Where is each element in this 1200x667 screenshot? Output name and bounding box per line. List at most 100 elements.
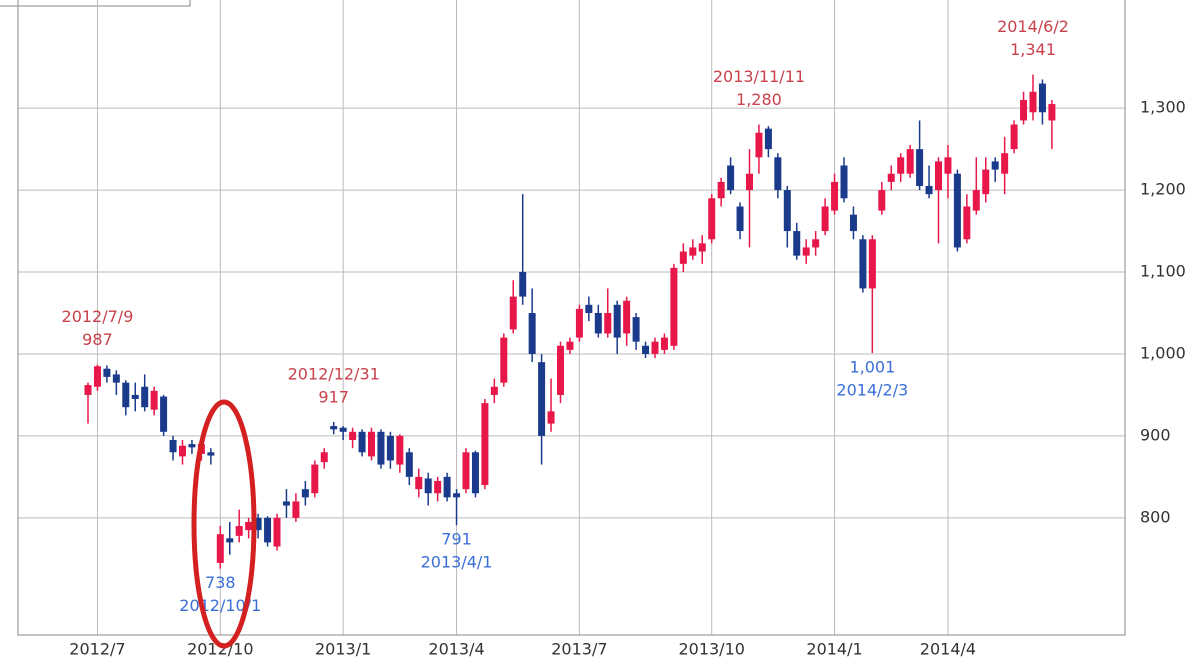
candle-body xyxy=(150,390,158,410)
candle-body xyxy=(453,493,461,498)
candle-body xyxy=(991,161,999,170)
x-tick-label: 2013/4 xyxy=(428,640,484,659)
candle-body xyxy=(906,149,914,174)
candle-body xyxy=(377,431,385,465)
candle-body xyxy=(698,243,706,252)
corner-box xyxy=(0,0,191,7)
annotation-value: 987 xyxy=(82,330,113,349)
candle-body xyxy=(538,362,546,436)
candles xyxy=(84,74,1056,569)
candle-body xyxy=(462,452,470,490)
annotation-date: 2012/12/31 xyxy=(288,364,380,383)
candle-body xyxy=(736,206,744,232)
candle-body xyxy=(793,231,801,256)
candle-body xyxy=(727,165,735,191)
candle-body xyxy=(103,368,111,377)
candle-body xyxy=(632,317,640,342)
candle-body xyxy=(349,431,357,440)
highlight-ellipse xyxy=(191,399,257,649)
x-tick-label: 2013/10 xyxy=(678,640,744,659)
candle-body xyxy=(1020,99,1028,121)
annotation-date: 2013/4/1 xyxy=(421,553,493,572)
candle-body xyxy=(679,251,687,264)
candle-body xyxy=(188,444,196,448)
candle-body xyxy=(651,341,659,354)
candle-body xyxy=(169,439,177,453)
candle-body xyxy=(897,157,905,174)
candle-body xyxy=(887,173,895,182)
candle-body xyxy=(1048,104,1056,121)
candle-body xyxy=(944,157,952,174)
candle-body xyxy=(471,452,479,494)
annotation-date: 2012/7/9 xyxy=(62,307,134,326)
candle-body xyxy=(575,308,583,338)
candle-body xyxy=(963,206,971,240)
y-tick-label: 800 xyxy=(1140,507,1171,526)
candle-body xyxy=(708,198,716,240)
candle-body xyxy=(131,394,139,400)
grid xyxy=(18,0,1125,635)
y-tick-label: 1,200 xyxy=(1140,180,1186,199)
candle-body xyxy=(972,190,980,211)
candle-body xyxy=(112,374,120,383)
y-tick-label: 1,300 xyxy=(1140,98,1186,117)
x-tick-label: 2014/1 xyxy=(806,640,862,659)
candle-body xyxy=(179,445,186,457)
candle-body xyxy=(670,267,678,346)
candle-body xyxy=(868,239,876,289)
candle-body xyxy=(509,296,517,330)
candle-body xyxy=(1010,124,1018,150)
candle-body xyxy=(746,173,753,191)
candle-body xyxy=(623,300,631,334)
candle-body xyxy=(264,517,272,543)
labels: 800 900 1,000 1,100 1,200 1,300 2012/7 2012/10 2… xyxy=(62,17,1186,658)
annotation-value: 1,280 xyxy=(736,90,782,109)
candle-body xyxy=(859,239,867,289)
candle-body xyxy=(1001,153,1009,174)
candle-body xyxy=(717,181,725,199)
candle-body xyxy=(415,476,423,490)
candle-body xyxy=(226,538,234,543)
annotation-date: 2014/2/3 xyxy=(836,381,908,400)
annotation-value: 738 xyxy=(205,573,236,592)
candle-body xyxy=(358,431,366,453)
annotation-value: 1,341 xyxy=(1010,40,1056,59)
candle-body xyxy=(396,435,404,465)
candle-body xyxy=(160,396,168,432)
candle-body xyxy=(613,304,621,338)
annotation-value: 1,001 xyxy=(849,358,895,377)
candle-body xyxy=(528,312,536,354)
candle-body xyxy=(311,464,319,494)
annotation-date: 2014/6/2 xyxy=(997,17,1069,36)
candle-body xyxy=(783,190,791,232)
candle-body xyxy=(604,312,612,334)
annotation-value: 917 xyxy=(318,387,349,406)
annotation-value: 791 xyxy=(441,530,472,549)
candle-body xyxy=(434,480,442,494)
candle-body xyxy=(774,157,782,191)
candle-body xyxy=(339,427,347,432)
candle-body xyxy=(481,403,489,486)
candle-body xyxy=(831,181,839,211)
candle-body xyxy=(982,169,990,195)
x-tick-label: 2012/10 xyxy=(187,640,253,659)
candle-body xyxy=(141,386,149,408)
candle-body xyxy=(812,239,820,248)
candle-body xyxy=(320,452,328,463)
candle-body xyxy=(84,385,92,395)
candle-body xyxy=(566,341,574,350)
candle-body xyxy=(916,149,924,186)
y-tick-label: 900 xyxy=(1140,425,1171,444)
candle-body xyxy=(585,304,593,313)
candle-body xyxy=(1038,83,1046,113)
candle-body xyxy=(840,165,848,199)
candle-body xyxy=(368,431,375,457)
x-tick-label: 2013/1 xyxy=(315,640,371,659)
annotation-date: 2013/11/11 xyxy=(713,67,805,86)
candle-body xyxy=(122,382,130,408)
candle-body xyxy=(1029,91,1037,113)
y-tick-label: 1,100 xyxy=(1140,262,1186,281)
candle-body xyxy=(282,501,290,506)
candle-body xyxy=(802,247,810,256)
